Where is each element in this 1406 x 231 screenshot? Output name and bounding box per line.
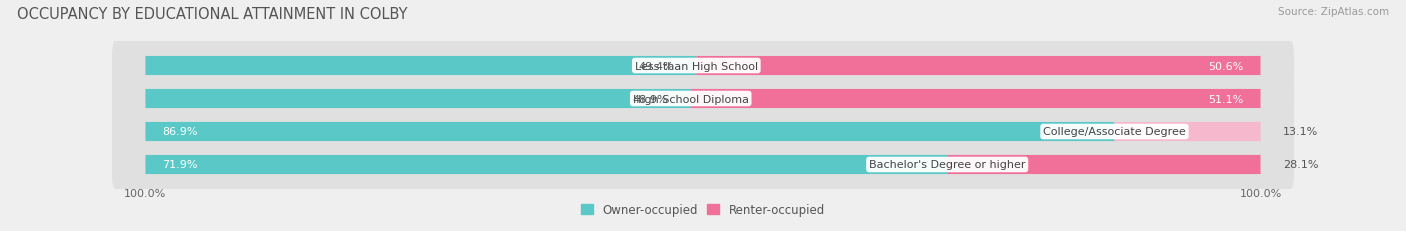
Text: 51.1%: 51.1% xyxy=(1209,94,1244,104)
Text: 13.1%: 13.1% xyxy=(1282,127,1317,137)
Text: 49.4%: 49.4% xyxy=(638,61,673,71)
Text: 86.9%: 86.9% xyxy=(162,127,198,137)
FancyBboxPatch shape xyxy=(145,90,690,109)
Text: OCCUPANCY BY EDUCATIONAL ATTAINMENT IN COLBY: OCCUPANCY BY EDUCATIONAL ATTAINMENT IN C… xyxy=(17,7,408,22)
Text: 71.9%: 71.9% xyxy=(162,160,198,170)
FancyBboxPatch shape xyxy=(145,122,1115,141)
Text: 50.6%: 50.6% xyxy=(1209,61,1244,71)
Text: High School Diploma: High School Diploma xyxy=(633,94,749,104)
FancyBboxPatch shape xyxy=(112,73,1294,125)
FancyBboxPatch shape xyxy=(690,90,1261,109)
FancyBboxPatch shape xyxy=(696,57,1261,76)
FancyBboxPatch shape xyxy=(145,155,948,174)
FancyBboxPatch shape xyxy=(112,106,1294,158)
Text: Less than High School: Less than High School xyxy=(634,61,758,71)
Legend: Owner-occupied, Renter-occupied: Owner-occupied, Renter-occupied xyxy=(581,203,825,216)
FancyBboxPatch shape xyxy=(112,139,1294,191)
FancyBboxPatch shape xyxy=(948,155,1261,174)
FancyBboxPatch shape xyxy=(145,57,696,76)
Text: 48.9%: 48.9% xyxy=(633,94,668,104)
Text: College/Associate Degree: College/Associate Degree xyxy=(1043,127,1185,137)
Text: Source: ZipAtlas.com: Source: ZipAtlas.com xyxy=(1278,7,1389,17)
Text: 100.0%: 100.0% xyxy=(1240,188,1282,198)
Text: Bachelor's Degree or higher: Bachelor's Degree or higher xyxy=(869,160,1025,170)
Text: 100.0%: 100.0% xyxy=(124,188,166,198)
Text: 28.1%: 28.1% xyxy=(1282,160,1319,170)
FancyBboxPatch shape xyxy=(112,40,1294,92)
FancyBboxPatch shape xyxy=(1115,122,1261,141)
